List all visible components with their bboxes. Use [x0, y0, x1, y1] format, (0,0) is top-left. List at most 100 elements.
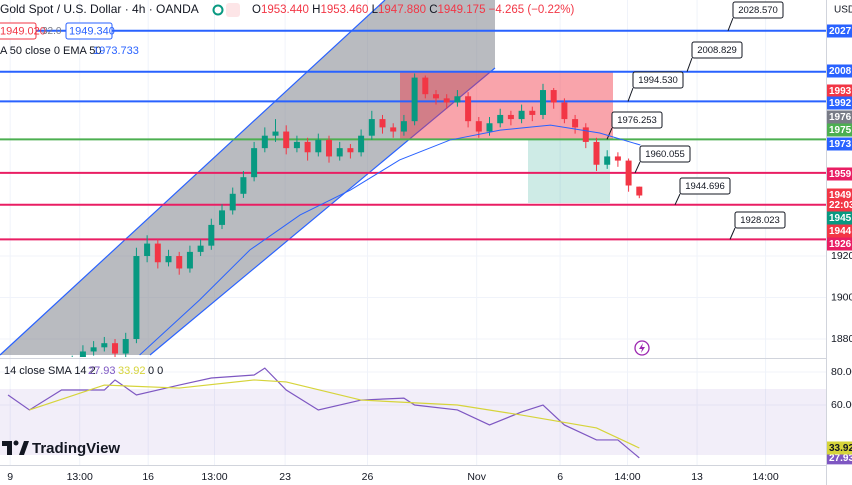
candle-body [379, 119, 386, 128]
candle-body [593, 141, 600, 165]
price-badge-label: 1944 [829, 226, 852, 237]
price-badge-label: 1959 [829, 169, 852, 180]
candle-body [422, 77, 429, 95]
candle-body [154, 243, 161, 263]
candle-body [550, 90, 557, 103]
price-badge-label: 1949 [829, 190, 852, 201]
series-line [29, 379, 640, 449]
callout-label: 1960.055 [645, 149, 685, 160]
callout-label: 2008.829 [697, 45, 737, 56]
ohlc-value: 1949.175 [438, 4, 486, 16]
price-pane [71, 73, 643, 357]
price-badge [827, 137, 852, 151]
price-badge [827, 211, 852, 225]
candle-body [133, 256, 140, 340]
ohlc-value: 1947.880 [378, 4, 426, 16]
candle-body [240, 177, 247, 194]
symbol: Gold Spot / U.S. Dollar · 4h · OANDA [0, 2, 199, 16]
currency: USD [834, 5, 852, 16]
candle-body [572, 119, 579, 128]
callout-pointer [729, 227, 736, 240]
levels: 2028.570 2008.829 1994.530 1976.253 1960.055… [0, 1, 826, 241]
x-tick-label: 23 [279, 471, 291, 483]
candle-body [112, 343, 119, 354]
buy-price[interactable]: 1949.340 [69, 25, 115, 37]
candle-body [433, 94, 440, 99]
price-badge-label: 2027 [829, 26, 852, 37]
candle-body [475, 121, 482, 132]
candle-body [529, 110, 536, 115]
x-tick-label: 13 [691, 471, 703, 483]
candle-body [197, 245, 204, 252]
callout-box [691, 41, 743, 59]
candle-body [165, 256, 172, 263]
candle-body [272, 131, 279, 136]
price-badge [827, 224, 852, 238]
candle-body [358, 135, 365, 153]
price-badge-label: 2008 [829, 66, 852, 77]
event-icon-bolt [639, 343, 645, 353]
candle-body [614, 156, 621, 161]
callout-label: 1994.530 [638, 75, 678, 86]
legend-value: 27.93 [88, 365, 116, 377]
ohlc-key: O [252, 4, 261, 16]
change: −4.265 (−0.22%) [489, 4, 575, 16]
brand-logo [13, 440, 19, 446]
candle-body [176, 256, 183, 269]
callout-box [611, 111, 663, 129]
x-tick-label: 16 [142, 471, 154, 483]
candle-body [400, 121, 407, 132]
y-tick-label: 1900 [831, 291, 852, 303]
channel [0, 0, 495, 355]
value-badge-label: 33.92 [829, 443, 852, 454]
price-badge [827, 167, 852, 181]
value-badge-label: 27.93 [829, 453, 852, 464]
candle-body [144, 243, 151, 257]
candle-body [101, 343, 108, 348]
candle-body [497, 114, 504, 124]
price-badge-label: 1993 [829, 86, 852, 97]
price-badge [827, 84, 852, 98]
price-badge-label: 1945 [829, 213, 852, 224]
candle-body [293, 141, 300, 149]
candle-body [582, 127, 589, 142]
price-badge [827, 24, 852, 38]
stop-zone [400, 71, 613, 140]
candle-body [122, 339, 129, 354]
x-tick-label: 6 [557, 471, 563, 483]
status-icon [226, 3, 240, 17]
ohlc-key: C [429, 4, 437, 16]
candle-body [251, 148, 258, 178]
ohlc-value: 1953.460 [320, 4, 368, 16]
callout-pointer [674, 193, 681, 206]
callout-pointer [606, 127, 613, 140]
channel-edge [0, 0, 386, 356]
buy-button[interactable] [65, 22, 113, 40]
price-badge-label: 1975 [829, 125, 852, 136]
price-badge [827, 188, 852, 202]
price-badge-label: 1976 [829, 112, 852, 123]
status-dot [212, 4, 224, 16]
price-badge-label: 1973 [829, 139, 852, 150]
x-tick-label: 26 [362, 471, 374, 483]
price-badge [827, 64, 852, 78]
spread: 32.0 [42, 26, 62, 37]
price-badge-label: 1992 [829, 98, 852, 109]
x-tick-label: 14:00 [752, 471, 778, 483]
ohlc-key: L [372, 4, 379, 16]
candle-body [219, 210, 226, 225]
candle-body [390, 127, 397, 132]
candle-body [604, 156, 611, 165]
candle-body [326, 139, 333, 157]
callout-pointer [686, 57, 693, 72]
candle-body [315, 139, 322, 153]
drawings [0, 0, 613, 356]
y-tick-label: 60.00 [831, 399, 852, 411]
axes: 1920 1900 1880 9 13:00 16 13:00 23 26 Nov 6 14:00 13… [7, 24, 852, 483]
price-badge [827, 96, 852, 110]
sell-button[interactable] [0, 22, 37, 40]
candle-body [261, 135, 268, 149]
sell-price[interactable]: 1949.020 [0, 25, 46, 37]
callout-label: 1944.696 [685, 181, 725, 192]
candle-body [208, 224, 215, 246]
